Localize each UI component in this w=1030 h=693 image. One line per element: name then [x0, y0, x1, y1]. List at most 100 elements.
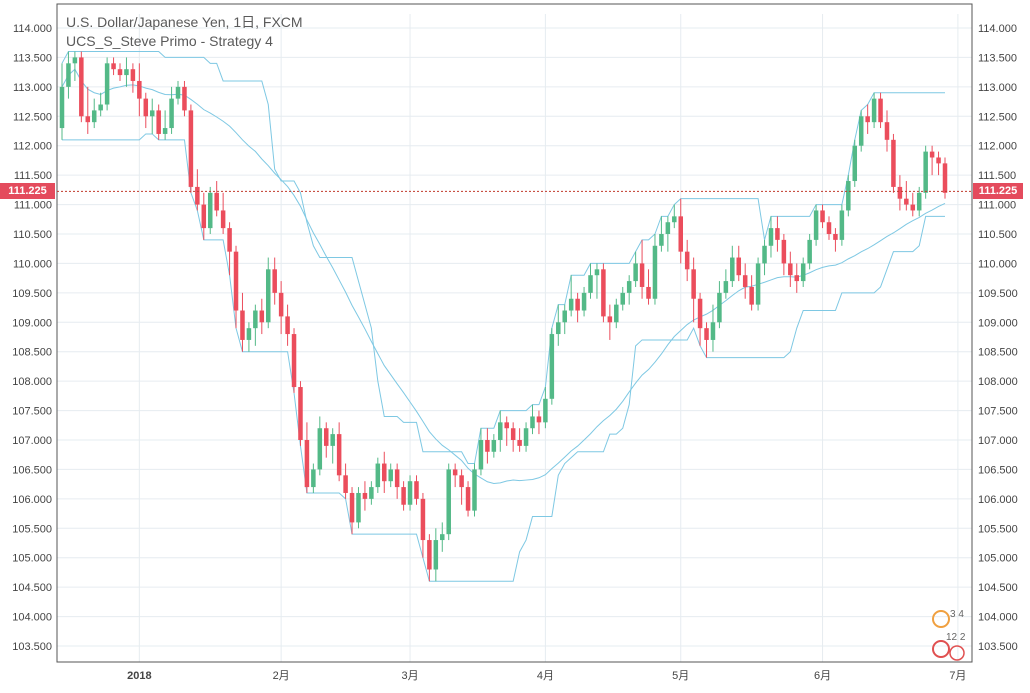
- y-tick-label-left: 104.500: [12, 582, 52, 594]
- symbol-title: U.S. Dollar/Japanese Yen, 1日, FXCM: [66, 14, 303, 30]
- upper-band-line: [61, 51, 945, 465]
- candle: [813, 204, 819, 246]
- candle-body: [375, 463, 381, 488]
- candle-body: [66, 63, 71, 87]
- candle: [175, 80, 181, 105]
- y-tick-label-right: 108.000: [978, 376, 1018, 388]
- candle-body: [581, 292, 587, 311]
- candle-body: [813, 210, 819, 240]
- event-markers[interactable]: 3 4 12 2: [930, 608, 974, 662]
- candle-body: [227, 228, 232, 252]
- candle: [530, 404, 535, 435]
- candle: [916, 186, 922, 217]
- candle-body: [704, 328, 709, 340]
- candle-body: [697, 298, 703, 329]
- candle: [807, 234, 812, 270]
- candle: [66, 51, 71, 99]
- candle-body: [678, 216, 684, 252]
- candle: [672, 204, 677, 229]
- candle: [923, 145, 928, 199]
- candle-body: [710, 322, 716, 340]
- y-axis-left: 114.000 113.500 113.000 112.500 112.000 111.5…: [12, 23, 52, 653]
- candle-body: [169, 98, 174, 129]
- candle-body: [214, 192, 219, 211]
- candle: [543, 387, 548, 429]
- candle-body: [433, 540, 439, 570]
- candle-body: [291, 334, 297, 388]
- candle: [265, 257, 271, 329]
- candle-body: [233, 251, 239, 311]
- candle-body: [459, 475, 464, 488]
- candle-body: [427, 540, 432, 570]
- price-badge-left: 111.225: [0, 183, 55, 200]
- candle-body: [349, 492, 355, 523]
- candle-body: [826, 222, 832, 234]
- y-tick-label-right: 108.500: [978, 347, 1018, 359]
- candle: [195, 169, 200, 211]
- candle: [220, 192, 226, 234]
- candle-body: [878, 98, 883, 123]
- candle-body: [762, 245, 767, 264]
- candle: [472, 463, 477, 517]
- candle-body: [910, 204, 916, 211]
- candle: [298, 381, 303, 446]
- candle: [311, 463, 316, 493]
- candle: [858, 110, 864, 152]
- candle: [826, 216, 832, 240]
- candle-body: [201, 204, 207, 229]
- candle: [104, 57, 110, 111]
- candle: [562, 304, 567, 335]
- candle-body: [652, 245, 658, 299]
- candle: [852, 139, 858, 187]
- y-tick-label-left: 111.000: [14, 200, 52, 212]
- candle: [723, 269, 729, 299]
- candle: [169, 86, 174, 134]
- candle: [871, 92, 877, 129]
- candle: [182, 80, 187, 117]
- candle: [704, 322, 709, 358]
- candle-body: [504, 422, 509, 429]
- candle: [910, 192, 916, 217]
- candle: [659, 216, 664, 252]
- candle-body: [839, 210, 845, 240]
- candle-body: [330, 434, 335, 446]
- candle: [401, 481, 406, 511]
- y-tick-label-left: 110.500: [13, 229, 52, 241]
- candle: [91, 98, 97, 129]
- candle-body: [72, 57, 78, 64]
- candle-body: [98, 104, 103, 111]
- candle: [98, 92, 103, 117]
- candle: [201, 192, 207, 240]
- candle: [317, 416, 323, 476]
- candle: [459, 469, 464, 505]
- strategy-title: UCS_S_Steve Primo - Strategy 4: [66, 33, 273, 49]
- y-tick-label-right: 114.000: [978, 23, 1017, 35]
- candle-body: [730, 257, 735, 282]
- candle: [762, 239, 767, 276]
- candle-body: [755, 263, 761, 305]
- candle-body: [369, 487, 374, 499]
- candle: [568, 275, 574, 317]
- y-tick-label-left: 112.500: [13, 111, 52, 123]
- candle-body: [852, 145, 858, 182]
- candle-body: [240, 310, 245, 340]
- candle-body: [465, 487, 471, 511]
- candle-body: [607, 316, 613, 323]
- candle: [581, 286, 587, 317]
- candle: [259, 298, 265, 335]
- candle: [607, 304, 613, 340]
- candle: [788, 251, 793, 287]
- candle-body: [633, 263, 638, 282]
- candle: [485, 428, 490, 464]
- candle: [633, 251, 638, 287]
- candle: [414, 475, 419, 505]
- candle: [884, 110, 890, 152]
- x-tick-label: 2月: [273, 670, 290, 682]
- candle: [246, 322, 252, 352]
- candle-body: [446, 469, 451, 535]
- candle-body: [285, 316, 290, 335]
- candle: [684, 239, 690, 282]
- candle: [111, 57, 116, 76]
